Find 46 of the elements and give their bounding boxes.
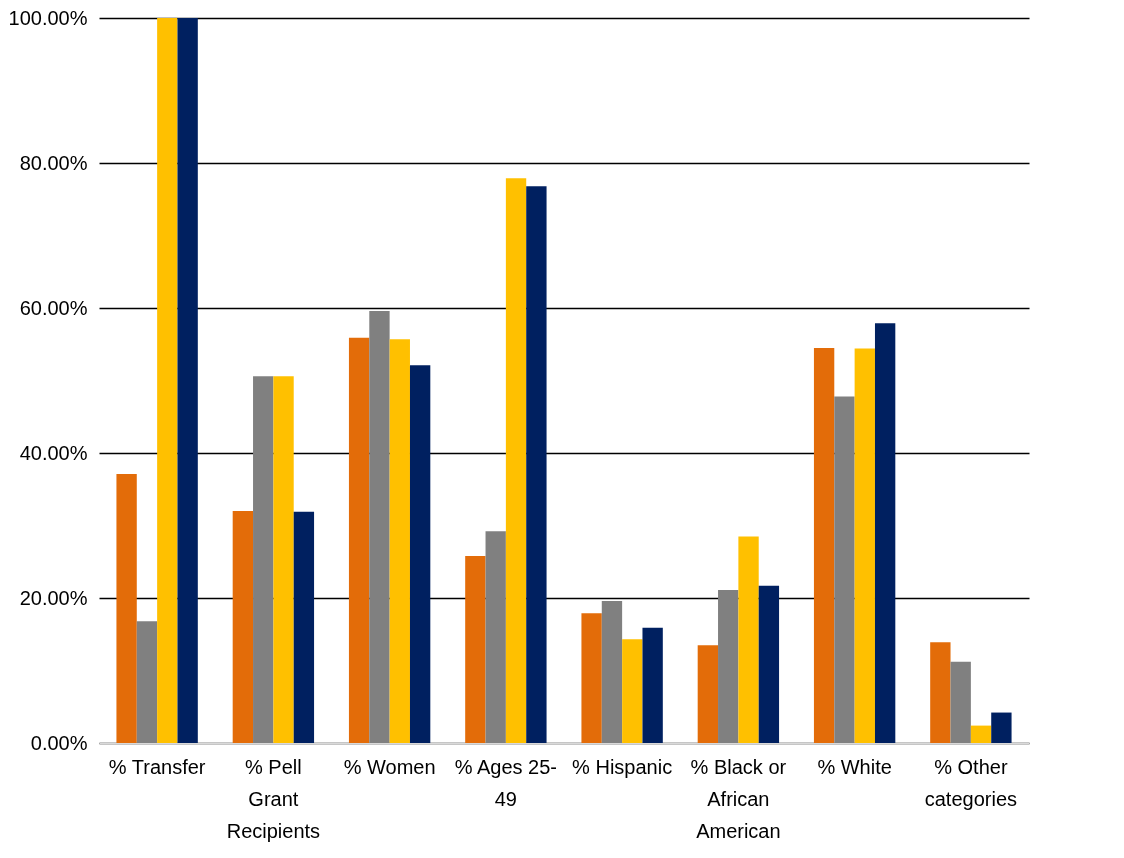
y-tick-label: 40.00%: [19, 441, 88, 464]
bar: [389, 339, 410, 743]
bar: [758, 585, 780, 743]
bar: [642, 627, 663, 743]
bar: [581, 613, 602, 743]
bar: [738, 536, 759, 743]
bar: [485, 531, 506, 743]
bar: [601, 600, 623, 743]
y-tick-label: 100.00%: [8, 6, 88, 29]
x-tick-label: % Ages 25-49: [454, 755, 558, 810]
bar: [116, 474, 137, 743]
x-tick-label: % Black or African American: [690, 755, 787, 842]
x-tick-label: % White: [817, 755, 892, 778]
bar: [293, 511, 315, 743]
bar: [813, 347, 835, 743]
bar: [253, 376, 274, 743]
bar: [505, 178, 527, 743]
bar: [697, 645, 719, 743]
y-tick-label: 60.00%: [19, 296, 88, 319]
bar: [991, 712, 1012, 743]
x-tick-label: % Pell Grant Recipients: [226, 755, 321, 842]
bar: [369, 310, 390, 743]
bar: [970, 725, 992, 743]
bar: [622, 639, 643, 743]
x-tick-label: % Transfer: [108, 755, 206, 778]
bar: [718, 590, 739, 743]
bar: [950, 661, 971, 743]
bar: [930, 642, 951, 743]
x-tick-label: % Other categories: [924, 755, 1018, 810]
bar: [273, 376, 294, 743]
y-tick-label: 0.00%: [30, 731, 88, 754]
bar: [348, 337, 370, 743]
y-tick-label: 80.00%: [19, 151, 88, 174]
bar: [854, 348, 875, 743]
x-tick-label: % Hispanic: [572, 755, 673, 778]
bar: [409, 365, 431, 743]
bar: [177, 18, 198, 743]
bar: [157, 18, 178, 743]
bar: [136, 621, 158, 743]
x-tick-label: % Women: [343, 755, 436, 778]
y-tick-label: 20.00%: [19, 586, 88, 609]
bar: [465, 555, 486, 743]
bar: [526, 186, 547, 743]
bar: [874, 323, 896, 743]
bar: [834, 396, 855, 743]
bar: [232, 511, 254, 743]
